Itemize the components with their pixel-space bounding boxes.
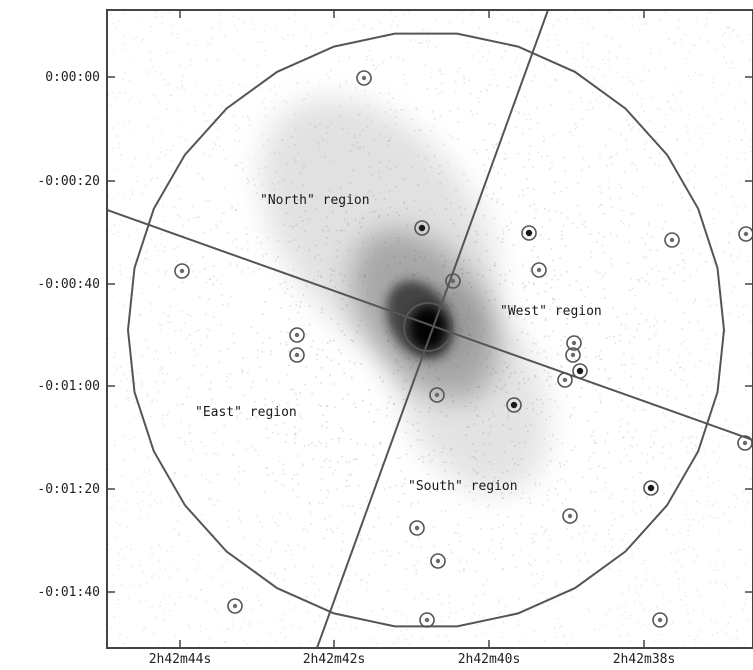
point-source-core	[536, 267, 542, 273]
nucleus-circle	[403, 302, 453, 352]
point-sources	[174, 70, 753, 628]
point-source-core	[418, 224, 426, 232]
point-source-marker	[414, 220, 430, 236]
region-label-west: "West" region	[500, 304, 602, 319]
point-source-ring	[565, 347, 581, 363]
point-source-core	[510, 401, 518, 409]
y-tick-label: -0:00:20	[37, 174, 100, 189]
point-source-ring	[419, 612, 435, 628]
dividing-line-minor-axis	[316, 10, 549, 648]
point-source-ring	[562, 508, 578, 524]
image-frame	[106, 9, 753, 649]
point-source-marker	[521, 225, 537, 241]
point-source-ring	[445, 273, 461, 289]
point-source-core	[562, 377, 568, 383]
region-label-south: "South" region	[408, 479, 518, 494]
y-tick-label: -0:01:40	[37, 585, 100, 600]
point-source-core	[294, 332, 300, 338]
point-source-marker	[566, 335, 582, 351]
dividing-line-major-axis	[107, 209, 753, 441]
point-source-ring	[414, 220, 430, 236]
point-source-core	[525, 229, 533, 237]
point-source-core	[657, 617, 663, 623]
region-label-east: "East" region	[195, 405, 297, 420]
point-source-marker	[174, 263, 190, 279]
point-source-core	[435, 558, 441, 564]
point-source-ring	[289, 347, 305, 363]
point-source-core	[232, 603, 238, 609]
tick-marks	[107, 10, 753, 648]
point-source-marker	[289, 327, 305, 343]
point-source-marker	[562, 508, 578, 524]
y-tick-label: 0:00:00	[45, 70, 100, 85]
point-source-marker	[289, 347, 305, 363]
point-source-marker	[565, 347, 581, 363]
point-source-core	[576, 367, 584, 375]
point-source-marker	[531, 262, 547, 278]
point-source-ring	[356, 70, 372, 86]
point-source-core	[361, 75, 367, 81]
region-label-north: "North" region	[260, 193, 370, 208]
point-source-ring	[652, 612, 668, 628]
point-source-marker	[738, 226, 753, 242]
point-source-core	[434, 392, 440, 398]
diffuse-emission	[261, 98, 549, 494]
point-source-core	[669, 237, 675, 243]
point-source-ring	[174, 263, 190, 279]
point-source-marker	[409, 520, 425, 536]
point-source-marker	[664, 232, 680, 248]
y-tick-label: -0:01:20	[37, 482, 100, 497]
point-source-core	[294, 352, 300, 358]
point-source-marker	[557, 372, 573, 388]
region-boundary-circle	[126, 32, 726, 628]
point-source-core	[571, 340, 577, 346]
point-source-ring	[643, 480, 659, 496]
point-source-marker	[506, 397, 522, 413]
point-source-core	[743, 231, 749, 237]
x-axis: 2h42m44s 2h42m42s 2h42m40s 2h42m38s	[149, 652, 676, 667]
point-source-ring	[289, 327, 305, 343]
point-source-marker	[356, 70, 372, 86]
point-source-ring	[566, 335, 582, 351]
point-source-marker	[652, 612, 668, 628]
x-tick-label: 2h42m42s	[303, 652, 366, 667]
point-source-marker	[445, 273, 461, 289]
point-source-ring	[429, 387, 445, 403]
point-source-ring	[557, 372, 573, 388]
point-source-ring	[738, 226, 753, 242]
y-tick-label: -0:00:40	[37, 277, 100, 292]
point-source-marker	[227, 598, 243, 614]
point-source-ring	[531, 262, 547, 278]
point-source-core	[414, 525, 420, 531]
point-source-ring	[506, 397, 522, 413]
x-tick-label: 2h42m44s	[149, 652, 212, 667]
x-tick-label: 2h42m38s	[613, 652, 676, 667]
point-source-ring	[521, 225, 537, 241]
point-source-marker	[429, 387, 445, 403]
y-axis: 0:00:00 -0:00:20 -0:00:40 -0:01:00 -0:01…	[37, 70, 100, 600]
point-source-ring	[664, 232, 680, 248]
point-source-core	[647, 484, 655, 492]
point-source-core	[742, 440, 748, 446]
point-source-ring	[572, 363, 588, 379]
point-source-ring	[409, 520, 425, 536]
point-source-ring	[430, 553, 446, 569]
point-source-ring	[227, 598, 243, 614]
point-source-core	[450, 278, 456, 284]
point-source-core	[570, 352, 576, 358]
point-source-core	[424, 617, 430, 623]
point-source-marker	[643, 480, 659, 496]
point-source-core	[567, 513, 573, 519]
point-source-marker	[419, 612, 435, 628]
point-source-marker	[430, 553, 446, 569]
x-tick-label: 2h42m40s	[458, 652, 521, 667]
point-source-core	[179, 268, 185, 274]
point-source-marker	[572, 363, 588, 379]
y-tick-label: -0:01:00	[37, 379, 100, 394]
